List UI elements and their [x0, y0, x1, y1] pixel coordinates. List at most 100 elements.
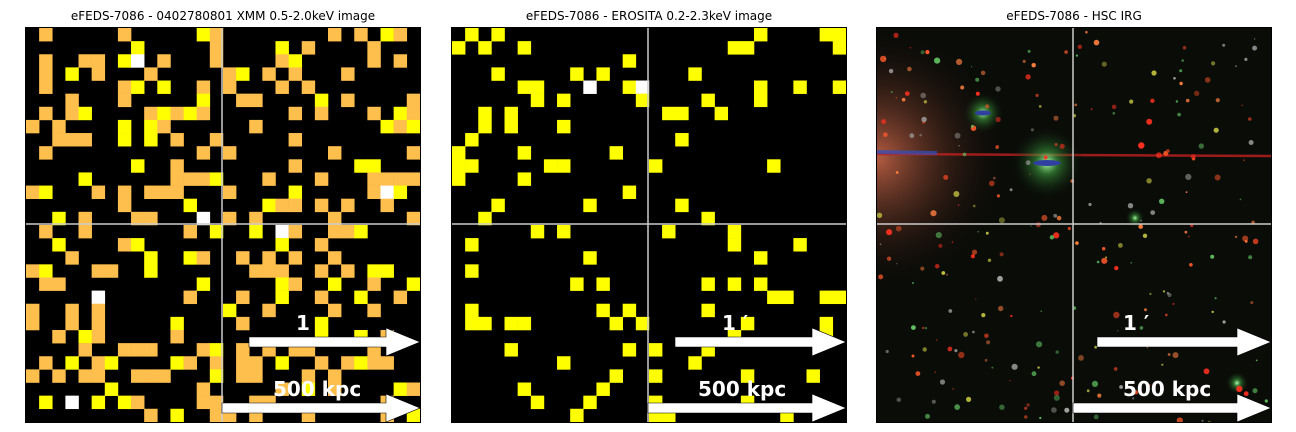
count-pixel	[753, 277, 768, 291]
arcmin-scale-label: 1 ′	[722, 311, 749, 335]
count-pixel	[131, 395, 145, 410]
source	[890, 91, 893, 93]
source	[980, 70, 986, 76]
source	[885, 349, 889, 354]
count-pixel	[275, 277, 289, 291]
count-pixel	[570, 67, 584, 81]
count-pixel	[275, 290, 289, 305]
panel-erosita: eFEDS-7086 - EROSITA 0.2-2.3keV image 1 …	[451, 0, 847, 432]
source	[975, 91, 980, 96]
count-pixel	[65, 93, 79, 108]
count-pixel	[819, 290, 834, 305]
source	[1086, 389, 1090, 393]
count-pixel	[662, 224, 676, 239]
source	[947, 346, 953, 352]
count-pixel	[196, 395, 211, 410]
count-pixel	[39, 146, 53, 160]
count-pixel	[314, 106, 329, 121]
count-pixel	[39, 80, 53, 94]
count-pixel	[793, 80, 807, 94]
source	[896, 397, 902, 403]
source	[1101, 61, 1107, 67]
source	[1024, 406, 1028, 410]
source	[1176, 417, 1183, 422]
source	[958, 145, 960, 147]
count-pixel	[288, 54, 303, 68]
count-pixel	[222, 303, 237, 318]
count-pixel	[367, 106, 381, 121]
source	[962, 152, 967, 157]
source	[1198, 143, 1204, 149]
count-pixel	[262, 264, 276, 278]
arcmin-scale-arrow	[1096, 327, 1271, 357]
source	[1119, 385, 1123, 389]
count-pixel	[780, 290, 794, 305]
source	[1011, 363, 1018, 370]
count-pixel	[222, 67, 237, 81]
count-pixel	[91, 329, 106, 344]
count-pixel	[635, 80, 650, 94]
count-pixel	[26, 369, 40, 383]
count-pixel	[275, 264, 289, 278]
panel-title: eFEDS-7086 - 0402780801 XMM 0.5-2.0keV i…	[70, 9, 376, 23]
count-pixel	[288, 133, 303, 147]
count-pixel	[78, 211, 92, 226]
source	[1190, 154, 1196, 160]
count-pixel	[275, 198, 289, 213]
hsc-image: 1 ′ 500 kpc	[876, 27, 1272, 423]
count-pixel	[249, 356, 263, 370]
count-pixel	[91, 264, 106, 278]
count-pixel	[144, 251, 158, 265]
count-pixel	[78, 329, 92, 344]
count-pixel	[117, 54, 132, 68]
source	[912, 282, 914, 284]
source	[995, 147, 998, 150]
count-pixel	[406, 277, 420, 291]
count-pixel	[380, 28, 394, 42]
count-pixel	[327, 211, 342, 226]
source	[993, 176, 996, 180]
count-pixel	[596, 382, 610, 396]
source	[923, 100, 928, 104]
source	[1054, 143, 1058, 146]
count-pixel	[648, 369, 663, 383]
source	[995, 116, 1001, 123]
count-pixel	[393, 185, 408, 199]
source	[989, 180, 995, 187]
count-pixel	[465, 28, 479, 42]
source	[935, 232, 942, 239]
count-pixel	[78, 343, 92, 357]
count-pixel	[236, 251, 250, 265]
source	[1078, 355, 1084, 361]
source	[1179, 81, 1183, 86]
source	[1035, 93, 1039, 97]
source	[1166, 149, 1170, 153]
count-pixel	[196, 106, 211, 121]
count-pixel	[753, 251, 768, 265]
count-pixel	[570, 408, 584, 422]
count-pixel	[832, 28, 846, 42]
count-pixel	[327, 382, 342, 396]
source	[1222, 43, 1226, 47]
source	[1064, 50, 1068, 54]
count-pixel	[249, 224, 263, 239]
count-pixel	[288, 224, 303, 239]
count-pixel	[275, 382, 289, 396]
count-pixel	[367, 41, 381, 55]
count-pixel	[288, 198, 303, 213]
source	[1184, 230, 1188, 234]
source	[904, 91, 910, 96]
count-pixel	[52, 119, 66, 134]
source	[1159, 198, 1165, 204]
source	[972, 204, 976, 208]
source	[930, 210, 937, 217]
count-pixel	[275, 238, 289, 252]
source	[956, 58, 963, 65]
count-pixel	[301, 382, 316, 396]
source	[1243, 159, 1245, 162]
count-pixel	[622, 303, 637, 318]
source	[1172, 302, 1175, 305]
count-pixel	[262, 67, 276, 81]
count-pixel	[144, 133, 158, 147]
source	[1165, 313, 1168, 317]
